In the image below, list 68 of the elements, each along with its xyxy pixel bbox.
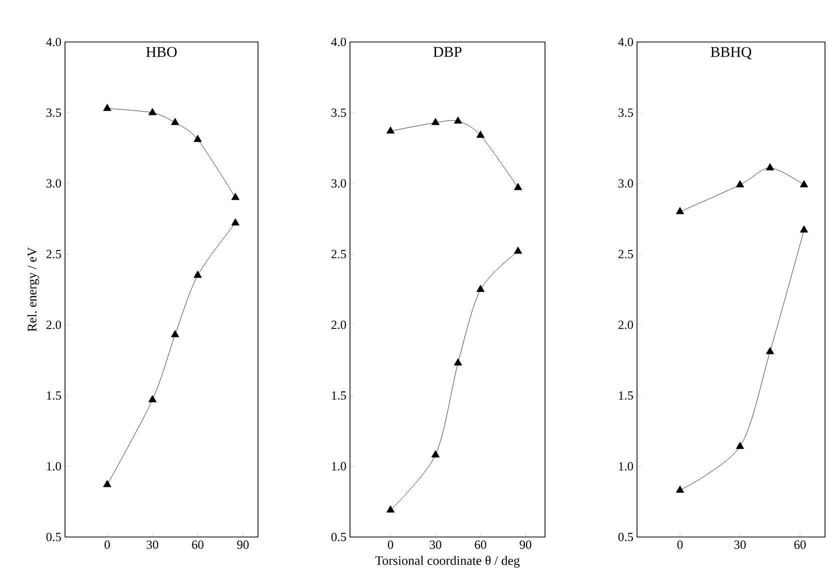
x-tick-label: 30	[430, 540, 442, 549]
point	[103, 104, 112, 111]
chart-title: BBHQ	[710, 46, 752, 60]
point	[454, 116, 462, 124]
point	[171, 118, 180, 126]
y-tick-label: 3.5	[46, 108, 61, 117]
y-tick-label: 1.0	[332, 462, 346, 470]
y-tick-label: 1.5	[619, 391, 633, 400]
x-tick-label: 60	[192, 540, 204, 549]
x-tick-label: 90	[520, 540, 532, 549]
point	[736, 180, 744, 188]
y-tick-label: 3.5	[332, 108, 346, 117]
point	[148, 395, 157, 402]
y-tick-label: 3.5	[618, 108, 633, 117]
x-tick-label: 60	[474, 540, 486, 549]
point	[431, 118, 440, 126]
y-tick-label: 2.0	[46, 320, 62, 330]
y-tick-label: 1.0	[47, 462, 62, 470]
point	[194, 134, 202, 142]
x-tick-label: 30	[734, 540, 746, 549]
y-tick-label: 2.5	[46, 250, 61, 258]
x-tick-label: 0	[677, 540, 683, 549]
point	[676, 207, 684, 214]
x-tick-label: 0	[388, 540, 394, 549]
y-tick-label: 4.0	[46, 38, 62, 46]
x-tick-label: 0	[104, 540, 110, 549]
y-tick-label: 2.0	[618, 320, 634, 330]
y-tick-label: 1.0	[619, 462, 634, 470]
y-tick-label: 4.0	[618, 38, 634, 46]
y-tick-label: 3.0	[618, 179, 634, 188]
point	[386, 505, 395, 513]
x-tick-label: 60	[794, 540, 806, 549]
point	[171, 330, 180, 338]
x-tick-label: 30	[146, 540, 158, 549]
y-axis-title: Rel. energy / eV	[27, 247, 40, 332]
point	[514, 182, 522, 190]
point	[766, 163, 774, 170]
point	[148, 108, 157, 116]
point	[800, 180, 808, 188]
point	[766, 347, 774, 354]
point	[386, 126, 395, 134]
point	[476, 130, 485, 138]
point	[431, 450, 440, 458]
y-tick-label: 0.5	[331, 532, 346, 542]
point	[736, 442, 744, 449]
y-tick-label: 3.0	[46, 179, 62, 188]
point	[676, 486, 684, 493]
y-tick-label: 0.5	[618, 532, 633, 542]
point	[231, 218, 240, 226]
y-tick-label: 3.0	[332, 179, 346, 188]
y-tick-label: 4.0	[331, 38, 346, 46]
point	[231, 192, 240, 200]
point	[194, 270, 202, 278]
y-tick-label: 2.5	[618, 250, 633, 258]
point	[476, 284, 485, 292]
point	[514, 246, 522, 254]
point	[800, 225, 808, 233]
point	[454, 358, 462, 366]
y-tick-label: 2.0	[331, 320, 346, 330]
y-tick-label: 1.5	[332, 391, 346, 400]
point	[103, 480, 112, 488]
x-axis-title: Torsional coordinate θ / deg	[375, 556, 520, 568]
y-tick-label: 0.5	[46, 532, 61, 542]
chart-title: HBO	[146, 46, 177, 57]
chart-title: DBP	[433, 46, 462, 57]
y-tick-label: 2.5	[331, 250, 346, 258]
y-tick-label: 1.5	[47, 391, 61, 400]
x-tick-label: 90	[237, 540, 249, 549]
